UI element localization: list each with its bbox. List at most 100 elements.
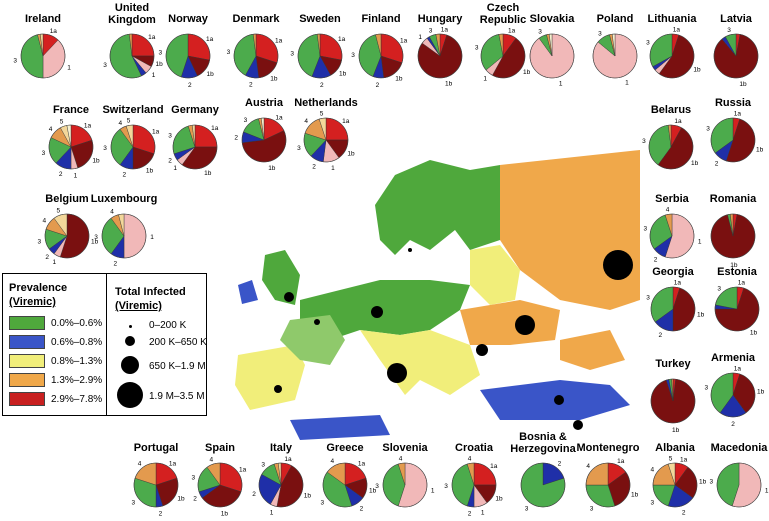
country-name: Croatia — [455, 442, 494, 454]
total-infected-bin: 0–200 K — [115, 320, 186, 331]
country-name: Bosnia & Herzegovina — [510, 431, 576, 455]
country-pie: Albania 1a 1b 2 3 4 5 — [651, 442, 707, 517]
region-central — [300, 280, 470, 340]
genotype-label: 1b — [691, 160, 699, 167]
genotype-label: 1b — [156, 61, 164, 68]
country-name: France — [53, 104, 89, 116]
genotype-label: 1a — [673, 26, 681, 33]
total-infected-subtitle: (Viremic) — [115, 300, 162, 312]
country-pie: Slovakia 1 3 — [530, 13, 576, 88]
genotype-label: 2 — [123, 172, 127, 179]
total-infected-bubble — [371, 306, 383, 318]
total-infected-label: 650 K–1.9 M — [149, 361, 206, 372]
genotype-label: 4 — [138, 460, 142, 467]
genotype-label: 2 — [193, 496, 197, 503]
country-pie: Spain 1a 1b 2 3 4 — [192, 442, 247, 518]
genotype-label: 2 — [159, 511, 163, 518]
genotype-label: 1 — [765, 487, 769, 494]
genotype-label: 2 — [558, 460, 562, 467]
prevalence-swatch — [9, 316, 45, 330]
country-name: Montenegro — [577, 442, 640, 454]
country-name: Turkey — [655, 358, 691, 370]
genotype-label: 1a — [50, 28, 58, 35]
genotype-label: 1b — [730, 262, 738, 269]
genotype-label: 1 — [67, 64, 71, 71]
genotype-label: 2 — [468, 511, 472, 518]
genotype-label: 1 — [52, 259, 56, 266]
genotype-label: 1 — [74, 173, 78, 180]
genotype-label: 1a — [211, 125, 219, 132]
country-pie: Bosnia & Herzegovina 2 3 — [510, 431, 576, 513]
genotype-label: 1 — [559, 81, 563, 88]
genotype-label: 1 — [431, 487, 435, 494]
country-name: Georgia — [652, 266, 694, 278]
genotype-label: 1b — [757, 389, 765, 396]
total-infected-bin: 650 K–1.9 M — [115, 356, 206, 377]
total-infected-label: 1.9 M–3.5 M — [149, 391, 205, 402]
genotype-label: 2 — [234, 134, 238, 141]
genotype-label: 1a — [84, 122, 92, 129]
region-ukraine — [460, 300, 560, 345]
genotype-label: 2 — [376, 82, 380, 89]
genotype-label: 2 — [658, 332, 662, 339]
country-pie: Croatia 1a 1b 1 2 3 4 — [444, 442, 503, 518]
genotype-label: 1a — [148, 34, 156, 41]
country-pie: Ireland 1a 1 3 — [13, 13, 71, 79]
prevalence-label: 0.6%–0.8% — [51, 336, 103, 348]
country-pie: France 1a 1b 1 2 3 45 — [42, 104, 100, 180]
total-infected-dot — [125, 336, 135, 346]
country-pie: Montenegro 1a 1b 3 4 — [577, 442, 640, 513]
genotype-label: 1a — [284, 456, 292, 463]
country-pie: Macedonia 1 3 — [710, 442, 769, 508]
prevalence-swatch — [9, 373, 45, 387]
country-name: Ireland — [25, 13, 61, 25]
genotype-label: 1b — [495, 496, 503, 503]
genotype-label: 1a — [674, 118, 682, 125]
genotype-label: 1a — [342, 118, 350, 125]
genotype-label: 3 — [706, 125, 710, 132]
total-infected-bubble — [573, 420, 583, 430]
total-infected-bubble — [274, 385, 282, 393]
total-infected-dot — [121, 356, 139, 374]
country-pie: Turkey 1b — [650, 358, 696, 434]
country-name: Lithuania — [648, 13, 698, 25]
genotype-label: 5 — [320, 110, 324, 117]
country-name: Italy — [270, 442, 293, 454]
prevalence-bin: 0.8%–1.3% — [9, 354, 102, 368]
genotype-label: 5 — [60, 119, 64, 126]
prevalence-bin: 0.6%–0.8% — [9, 335, 102, 349]
genotype-label: 2 — [312, 163, 316, 170]
genotype-label: 5 — [57, 207, 61, 214]
region-baltic — [470, 245, 520, 305]
prevalence-bin: 0.0%–0.6% — [9, 316, 102, 330]
genotype-label: 3 — [244, 117, 248, 124]
country-pie: Slovenia 1 3 4 — [375, 442, 435, 508]
genotype-label: 1a — [275, 114, 283, 121]
genotype-label: 3 — [351, 52, 355, 59]
total-infected-bin: 200 K–650 K — [115, 336, 207, 349]
country-pie: Romania 1b — [710, 193, 757, 269]
genotype-label: 3 — [159, 50, 163, 57]
genotype-label: 3 — [290, 50, 294, 57]
genotype-label: 2 — [252, 491, 256, 498]
genotype-label: 1b — [221, 511, 229, 518]
country-name: Belgium — [45, 193, 89, 205]
genotype-label: 1 — [331, 165, 335, 172]
country-name: Portugal — [134, 442, 179, 454]
genotype-label: 3 — [297, 145, 301, 152]
country-name: Macedonia — [711, 442, 769, 454]
country-name: Romania — [710, 193, 757, 205]
genotype-label: 3 — [651, 499, 655, 506]
genotype-label: 1a — [617, 458, 625, 465]
country-name: Czech Republic — [480, 2, 526, 26]
genotype-label: 3 — [321, 499, 325, 506]
region-france — [280, 315, 345, 365]
genotype-label: 5 — [127, 117, 131, 124]
region-balkans — [360, 330, 480, 395]
